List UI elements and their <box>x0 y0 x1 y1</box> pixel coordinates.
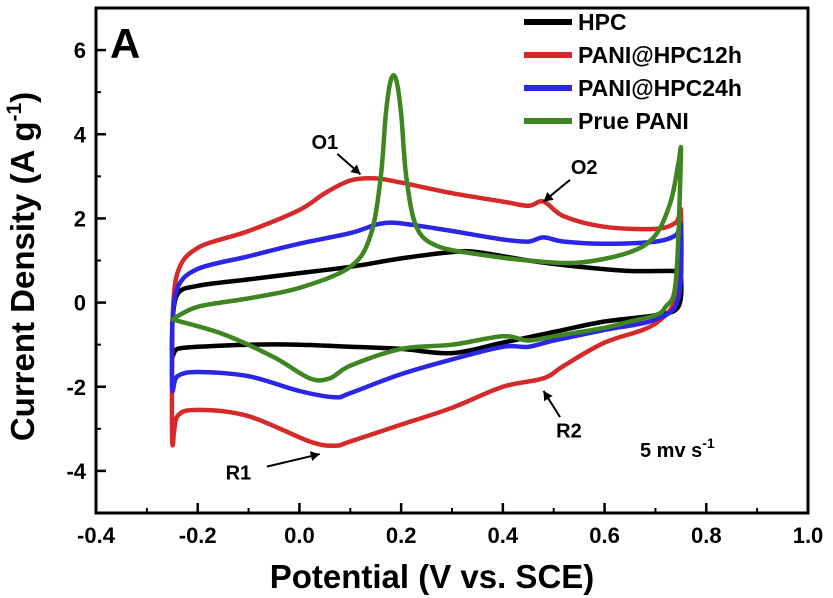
y-tick-label: -2 <box>66 375 86 400</box>
annotation-label: R2 <box>556 420 582 442</box>
annotation-label: R1 <box>226 462 252 484</box>
legend-label: PANI@HPC24h <box>578 75 742 101</box>
annotation-label: O1 <box>312 132 339 154</box>
y-tick-label: -4 <box>66 459 86 484</box>
legend: HPC PANI@HPC12h PANI@HPC24h Prue PANI <box>524 9 742 134</box>
panel-label: A <box>110 20 140 67</box>
scan-rate-main: 5 mv s <box>640 440 702 462</box>
axis-ticks: -0.4 -0.2 0.0 0.2 0.4 0.6 0.8 1.0 -4 -2 0 2 4 6 <box>66 7 824 548</box>
x-tick-label: 0.2 <box>386 523 417 548</box>
annotation-arrowhead <box>309 451 320 462</box>
y-tick-label: 2 <box>74 206 86 231</box>
annotation-arrowhead <box>543 390 553 402</box>
scan-rate-annotation: 5 mv s-1 <box>640 435 715 462</box>
series-line-1 <box>169 176 684 448</box>
peak-annotations: O1 O2 R1 R2 <box>226 132 598 484</box>
x-axis-label: Potential (V vs. SCE) <box>270 558 595 595</box>
annotation-label: O2 <box>571 157 598 179</box>
legend-label: PANI@HPC12h <box>578 42 742 68</box>
curves-layer <box>169 73 684 448</box>
y-axis-label-main: Current Density (A g <box>4 122 41 442</box>
legend-label: HPC <box>578 9 627 35</box>
legend-label: Prue PANI <box>578 108 689 134</box>
y-tick-label: 4 <box>74 122 87 147</box>
y-axis-label-sup: -1 <box>3 103 26 122</box>
series-line-2 <box>169 220 684 400</box>
x-tick-label: 0.8 <box>691 523 722 548</box>
y-tick-label: 6 <box>74 38 86 63</box>
x-tick-label: -0.2 <box>179 523 217 548</box>
y-axis-label: Current Density (A g-1) <box>3 92 41 441</box>
annotation-arrow <box>266 453 321 468</box>
annotation-arrowhead <box>350 164 361 175</box>
y-tick-label: 0 <box>74 291 86 316</box>
x-tick-label: 0.6 <box>589 523 620 548</box>
scan-rate-sup: -1 <box>702 435 715 451</box>
x-tick-label: 1.0 <box>793 523 824 548</box>
x-tick-label: 0.0 <box>284 523 315 548</box>
x-tick-label: 0.4 <box>488 523 519 548</box>
annotation-arrowhead <box>543 192 554 202</box>
y-axis-label-close: ) <box>4 92 41 103</box>
x-tick-label: -0.4 <box>77 523 116 548</box>
series-line-3 <box>170 73 684 383</box>
